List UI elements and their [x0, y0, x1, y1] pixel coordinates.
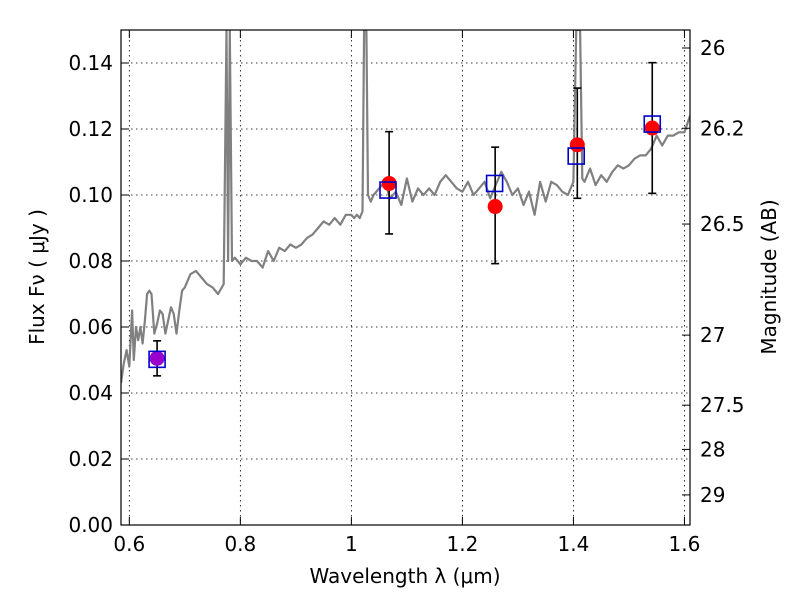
right-tick-label: 26 [700, 36, 725, 60]
x-tick-label: 0.6 [113, 532, 145, 556]
y-axis-label: Flux Fν ( μJy ) [25, 209, 49, 345]
y-tick-label: 0.04 [68, 381, 113, 405]
x-tick-label: 1.4 [558, 532, 590, 556]
y-tick-label: 0.12 [68, 117, 113, 141]
plot-frame [120, 29, 691, 526]
model-squares [148, 115, 662, 369]
y-tick-labels: 0.00 0.02 0.04 0.06 0.08 0.10 0.12 0.14 [68, 51, 113, 537]
model-photometry-square [567, 147, 586, 165]
y-tick-label: 0.10 [68, 183, 113, 207]
x-tick-label: 1.2 [446, 532, 478, 556]
model-photometry-square [643, 115, 662, 133]
y-tick-label: 0.14 [68, 51, 113, 75]
model-photometry-square [148, 350, 166, 369]
observed-point [569, 137, 585, 153]
x-tick-label: 1 [345, 532, 358, 556]
right-tick-label: 28 [700, 437, 725, 461]
y-tick-label: 0.08 [68, 249, 113, 273]
y-tick-label: 0.06 [68, 315, 113, 339]
right-tick-label: 26.5 [700, 212, 745, 236]
observed-point [381, 175, 397, 191]
y-tick-label: 0.00 [68, 513, 113, 537]
model-photometry-square [379, 181, 397, 199]
y-tick-label: 0.02 [68, 447, 113, 471]
right-tick-labels: 26 26.2 26.5 27 27.5 28 29 [700, 36, 745, 507]
right-tick-label: 26.2 [700, 116, 745, 140]
x-tick-label: 1.6 [669, 532, 701, 556]
right-tick-label: 27.5 [700, 393, 745, 417]
right-axis-label: Magnitude (AB) [757, 199, 781, 354]
tick-marks [121, 30, 690, 526]
x-tick-label: 0.8 [224, 532, 256, 556]
right-tick-label: 27 [700, 323, 725, 347]
observed-point [644, 120, 660, 136]
observed-point [487, 199, 503, 215]
right-tick-label: 29 [700, 483, 725, 507]
x-axis-label: Wavelength λ (μm) [309, 564, 500, 588]
spectrum-layer [121, 30, 690, 384]
model-spectrum-line [121, 30, 690, 384]
observed-point [149, 350, 165, 366]
model-photometry-square [485, 174, 504, 193]
x-tick-labels: 0.6 0.8 1 1.2 1.4 1.6 [113, 532, 700, 556]
